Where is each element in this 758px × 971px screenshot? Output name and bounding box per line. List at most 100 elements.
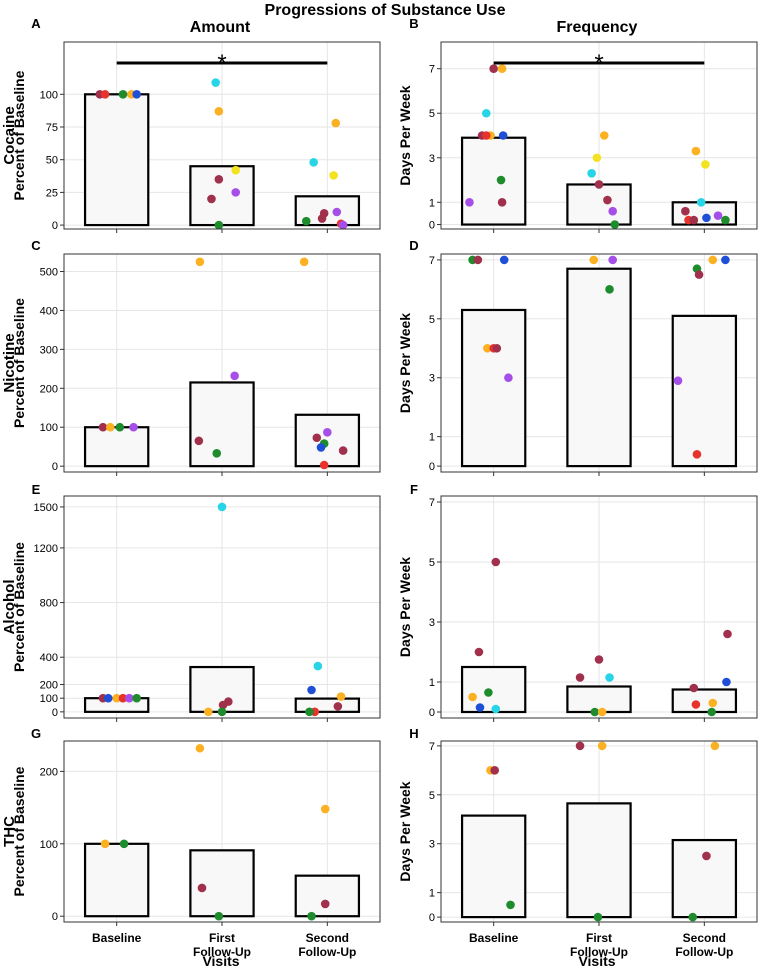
data-point-purple [125,693,134,703]
y-tick-label: 100 [40,422,58,434]
data-point-cyan [309,158,318,167]
bar-f-3 [671,688,738,714]
y-tick-label: 100 [40,839,58,851]
bar-h-1 [460,814,527,919]
data-point-maroon [681,206,690,216]
data-point-maroon [473,255,483,265]
x-category-label: First [586,931,612,945]
data-point-maroon [320,899,330,909]
data-point-maroon [694,270,704,279]
data-point-orange [599,131,609,140]
data-point-orange [691,146,701,156]
data-point-green [301,216,311,226]
y-tick-label: 0 [52,220,58,232]
bar-b-2 [566,183,632,226]
data-point-green [593,912,603,922]
substance-label-cocaine: Cocaine [1,106,18,164]
x-category-label: Follow-Up [298,945,356,959]
data-point-maroon [490,766,500,775]
data-point-purple [323,427,332,437]
y-tick-label: 0 [52,911,58,923]
y-axis-title: Days Per Week [397,781,413,881]
data-point-orange [468,692,477,702]
data-point-cyan [481,108,491,118]
data-point-orange [710,741,720,751]
bar-a-1 [83,93,150,227]
bar-h-3 [671,838,738,919]
data-point-red [481,131,491,140]
y-tick-label: 75 [46,122,58,134]
data-point-green [132,693,141,703]
figure-title: Progressions of Substance Use [265,2,506,19]
data-point-maroon [489,64,498,74]
data-point-yellow [231,165,240,175]
y-tick-label: 5 [429,108,435,120]
data-point-yellow [592,153,602,163]
data-point-blue [721,255,730,265]
bar-b-1 [460,136,527,226]
bar-c-1 [83,426,150,468]
panel-letter-a: A [31,16,41,31]
y-axis-title: Percent of Baseline [11,542,27,672]
data-point-green [214,220,224,230]
bar-d-2 [566,267,632,468]
significance-star: * [217,50,226,77]
bar-g-2 [189,849,255,918]
substance-label-alcohol: Alcohol [1,580,18,635]
data-point-blue [316,443,326,452]
data-point-orange [336,692,346,701]
data-point-orange [497,64,507,74]
data-point-orange [320,804,330,814]
data-point-maroon [333,702,343,711]
y-tick-label: 3 [429,373,435,385]
data-point-purple [608,206,617,216]
data-point-cyan [211,78,220,87]
y-tick-label: 3 [429,839,435,851]
panel-c: C 0 100 200 300 400 500 Percent of BaselineNico… [1,238,381,476]
bar-a-2 [189,165,255,227]
data-point-blue [475,703,485,712]
data-point-maroon [603,195,612,205]
y-tick-label: 25 [46,187,58,199]
significance-star: * [594,50,603,77]
data-point-maroon [474,647,484,657]
data-point-green [590,707,600,717]
bar-f-2 [566,685,632,714]
data-point-blue [103,693,113,703]
data-point-green [688,912,698,922]
bar-e-2 [189,665,255,713]
data-point-blue [307,685,316,695]
data-point-orange [204,707,213,717]
y-tick-label: 7 [429,741,435,753]
data-point-purple [332,207,342,217]
x-category-label: Follow-Up [193,945,251,959]
bar-f-1 [460,665,527,714]
data-point-maroon [575,673,585,682]
data-point-orange [331,118,341,128]
data-point-orange [708,255,718,265]
y-tick-label: 300 [40,344,58,356]
y-tick-label: 7 [429,255,435,267]
data-point-purple [338,220,348,230]
x-category-label: First [209,931,235,945]
y-axis-title: Days Per Week [397,85,413,185]
substance-label-nicotine: Nicotine [1,333,18,392]
y-axis-title: Percent of Baseline [11,766,27,896]
y-tick-label: 1500 [34,502,58,514]
data-point-cyan [696,197,706,207]
x-category-label: Second [683,931,726,945]
y-tick-label: 500 [40,267,58,279]
data-point-green [307,911,316,921]
x-category-label: Baseline [469,931,519,945]
data-point-green [118,90,128,99]
y-tick-label: 100 [40,89,58,101]
frequency-column-title: Frequency [557,19,638,36]
panel-letter-h: H [409,726,418,741]
substance-label-thc: THC [1,816,18,847]
y-axis-title: Percent of Baseline [11,298,27,428]
x-axis-title-left: Visits [202,953,239,969]
data-point-maroon [338,446,348,455]
data-point-yellow [701,160,710,169]
